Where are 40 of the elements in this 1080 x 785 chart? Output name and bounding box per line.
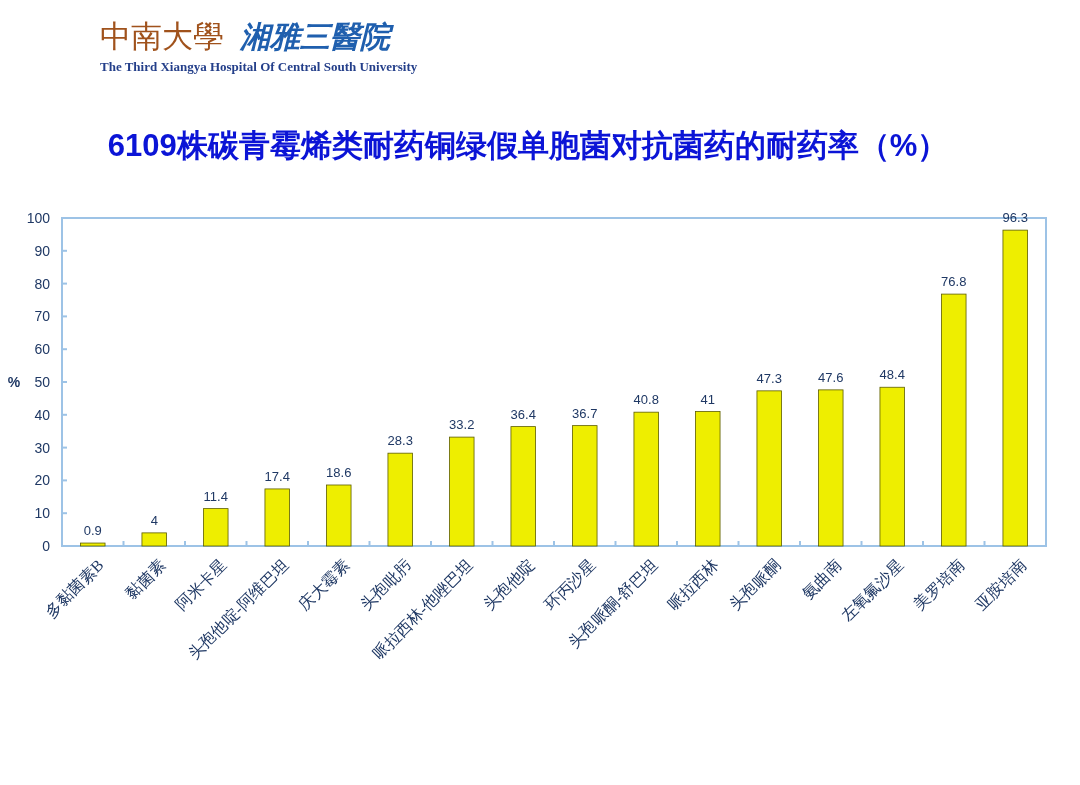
data-label: 17.4 <box>264 468 290 484</box>
y-tick-label: 10 <box>34 505 51 522</box>
category: 头孢哌酮 <box>726 556 784 614</box>
y-tick-label: 40 <box>34 406 51 423</box>
data-label: 18.6 <box>326 465 352 480</box>
y-tick-label: 0 <box>42 538 51 554</box>
y-tick-label: 100 <box>26 210 51 226</box>
data-label: 11.4 <box>203 488 228 504</box>
data-label: 4 <box>150 512 158 528</box>
y-tick-label: 70 <box>34 308 51 325</box>
data-label: 40.8 <box>633 392 659 408</box>
ylabel: % <box>7 374 21 390</box>
category: 头孢他啶 <box>480 556 538 614</box>
category: 哌拉西林 <box>664 556 722 614</box>
data-label: 28.3 <box>387 433 413 449</box>
data-label: 36.4 <box>510 406 536 422</box>
data-label: 36.7 <box>572 405 598 421</box>
y-tick-label: 90 <box>34 242 51 259</box>
y-tick-label: 30 <box>34 439 51 456</box>
title: 6109株碳青霉烯类耐药铜绿假单胞菌对抗菌药的耐药率（%） <box>107 128 949 163</box>
category: 庆大霉素 <box>295 556 353 614</box>
data-label: 47.3 <box>756 370 782 386</box>
y-tick-label: 20 <box>34 472 51 489</box>
y-tick-label: 60 <box>34 341 51 358</box>
data-label: 48.4 <box>879 367 905 383</box>
data-label: 47.6 <box>818 369 844 385</box>
category: 多黏菌素B <box>41 556 107 621</box>
data-label: 41 <box>700 391 715 407</box>
annotation: 中南大學 <box>100 19 224 54</box>
y-tick-label: 80 <box>34 275 51 292</box>
category: 亚胺培南 <box>972 556 1030 614</box>
data-label: 76.8 <box>941 274 967 290</box>
data-label: 33.2 <box>449 417 475 433</box>
annotation: The Third Xiangya Hospital Of Central South University <box>100 59 418 74</box>
data-label: 0.9 <box>83 523 102 539</box>
category: 美罗培南 <box>910 556 968 614</box>
y-tick-label: 50 <box>34 374 51 390</box>
category: 氨曲南 <box>798 556 845 602</box>
category: 黏菌素 <box>122 556 169 602</box>
data-label: 96.3 <box>1002 210 1028 226</box>
